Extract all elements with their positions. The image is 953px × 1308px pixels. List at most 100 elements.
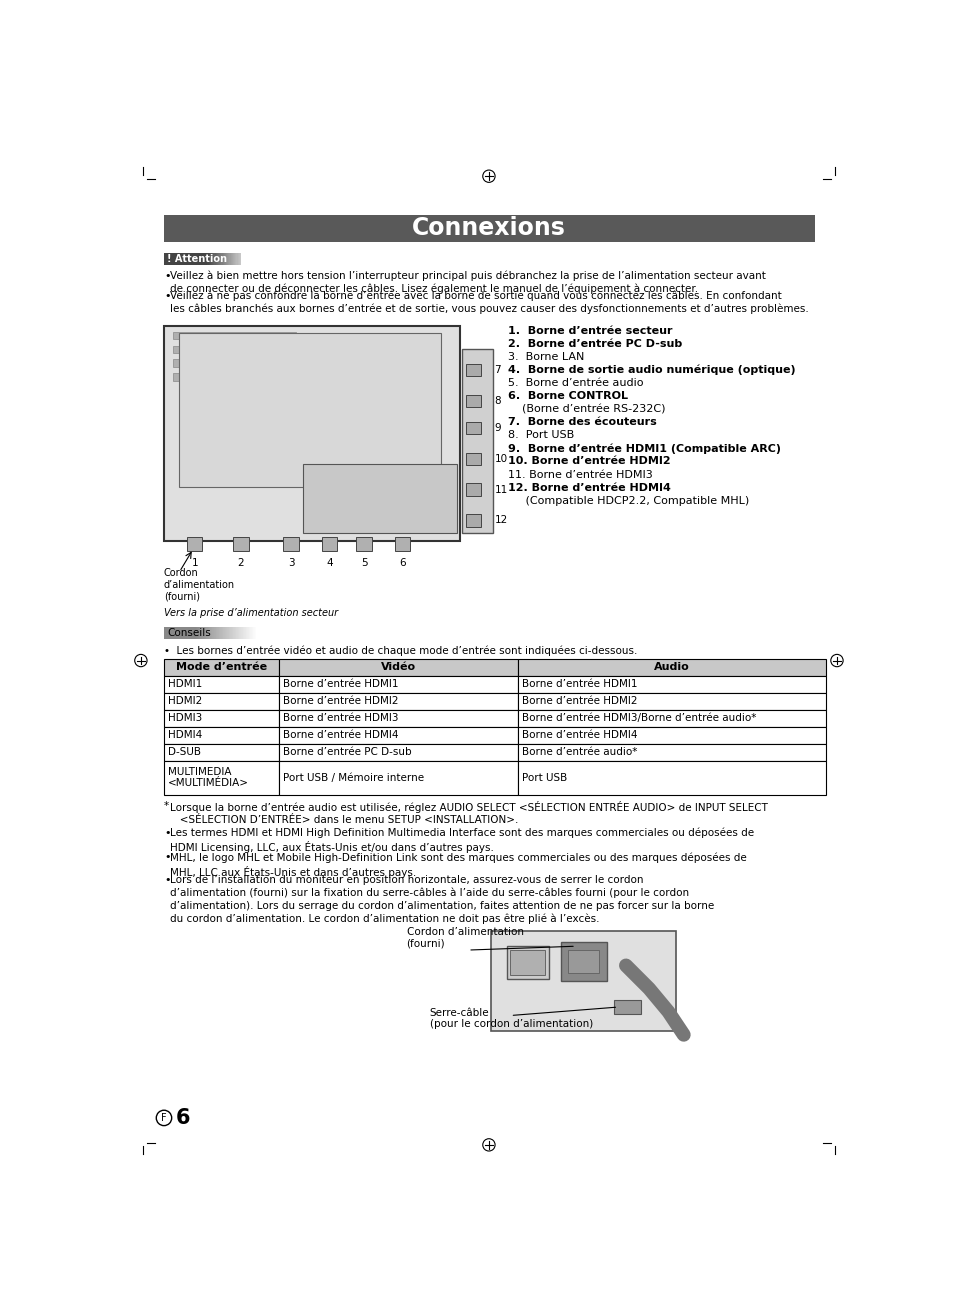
Text: •  Les bornes d’entrée vidéo et audio de chaque mode d’entrée sont indiquées ci-: • Les bornes d’entrée vidéo et audio de … xyxy=(164,645,637,655)
Text: Borne d’entrée HDMI4: Borne d’entrée HDMI4 xyxy=(283,730,398,740)
Bar xyxy=(213,254,214,264)
Bar xyxy=(465,395,480,407)
Text: MULTIMEDIA
<MULTIMÉDIA>: MULTIMEDIA <MULTIMÉDIA> xyxy=(168,766,249,789)
Text: Borne d’entrée HDMI2: Borne d’entrée HDMI2 xyxy=(521,696,637,706)
Bar xyxy=(517,761,825,794)
Bar xyxy=(614,1001,640,1014)
Bar xyxy=(517,727,825,744)
Bar xyxy=(216,254,217,264)
Text: 6: 6 xyxy=(399,559,406,568)
Text: •: • xyxy=(164,271,171,281)
Bar xyxy=(517,659,825,676)
Text: F: F xyxy=(161,1113,167,1124)
Bar xyxy=(221,254,222,264)
Bar xyxy=(164,744,279,761)
Text: Borne d’entrée HDMI1: Borne d’entrée HDMI1 xyxy=(521,679,637,689)
Text: Borne d’entrée HDMI1: Borne d’entrée HDMI1 xyxy=(283,679,398,689)
Text: 12: 12 xyxy=(494,515,507,526)
Bar xyxy=(279,761,517,794)
Text: 9.  Borne d’entrée HDMI1 (Compatible ARC): 9. Borne d’entrée HDMI1 (Compatible ARC) xyxy=(508,443,781,454)
Text: Veillez à bien mettre hors tension l’interrupteur principal puis débranchez la p: Veillez à bien mettre hors tension l’int… xyxy=(170,271,765,294)
Bar xyxy=(210,254,211,264)
Bar xyxy=(465,364,480,377)
Bar xyxy=(164,693,279,710)
Text: 8: 8 xyxy=(494,396,500,405)
Text: Connexions: Connexions xyxy=(412,216,566,241)
Bar xyxy=(211,254,212,264)
Bar xyxy=(225,254,226,264)
Text: Veillez à ne pas confondre la borne d’entrée avec la borne de sortie quand vous : Veillez à ne pas confondre la borne d’en… xyxy=(170,290,808,314)
Bar xyxy=(164,628,194,640)
Bar xyxy=(173,373,296,381)
Text: ! Attention: ! Attention xyxy=(167,254,227,264)
Bar xyxy=(228,254,229,264)
Text: HDMI3: HDMI3 xyxy=(168,713,202,723)
Text: 1: 1 xyxy=(192,559,198,568)
Text: Borne d’entrée HDMI2: Borne d’entrée HDMI2 xyxy=(283,696,398,706)
Bar xyxy=(227,254,228,264)
Bar xyxy=(506,946,548,978)
Bar xyxy=(239,254,241,264)
Text: •: • xyxy=(164,828,171,837)
Bar xyxy=(223,254,225,264)
Bar xyxy=(164,676,279,693)
Text: 11: 11 xyxy=(494,484,507,494)
Text: D-SUB: D-SUB xyxy=(168,747,201,757)
Bar xyxy=(164,326,460,542)
Text: Borne d’entrée HDMI3/Borne d’entrée audio*: Borne d’entrée HDMI3/Borne d’entrée audi… xyxy=(521,713,756,723)
Text: 5.  Borne d’entrée audio: 5. Borne d’entrée audio xyxy=(508,378,643,388)
Text: 5: 5 xyxy=(360,559,367,568)
Text: 1.  Borne d’entrée secteur: 1. Borne d’entrée secteur xyxy=(508,326,672,336)
Bar xyxy=(560,942,606,981)
Text: 2: 2 xyxy=(237,559,244,568)
Text: (Compatible HDCP2.2, Compatible MHL): (Compatible HDCP2.2, Compatible MHL) xyxy=(508,496,749,506)
Text: Lorsque la borne d’entrée audio est utilisée, réglez AUDIO SELECT <SÉLECTION ENT: Lorsque la borne d’entrée audio est util… xyxy=(170,800,767,825)
Bar xyxy=(510,950,544,974)
Bar xyxy=(209,254,210,264)
Bar xyxy=(517,676,825,693)
Bar xyxy=(212,254,213,264)
Bar xyxy=(220,254,221,264)
Text: 6.  Borne CONTROL: 6. Borne CONTROL xyxy=(508,391,627,402)
Text: •: • xyxy=(164,853,171,862)
Bar xyxy=(231,254,232,264)
Bar xyxy=(283,538,298,551)
Bar xyxy=(238,254,239,264)
Text: 8.  Port USB: 8. Port USB xyxy=(508,430,574,441)
Text: •: • xyxy=(164,290,171,301)
Text: Vidéo: Vidéo xyxy=(381,662,416,672)
Text: 7: 7 xyxy=(494,365,500,375)
Bar xyxy=(164,727,279,744)
Bar xyxy=(237,254,238,264)
Text: 4.  Borne de sortie audio numérique (optique): 4. Borne de sortie audio numérique (opti… xyxy=(508,365,795,375)
Bar xyxy=(233,254,235,264)
Bar xyxy=(279,744,517,761)
Bar xyxy=(491,931,676,1031)
Bar xyxy=(222,254,223,264)
Text: HDMI4: HDMI4 xyxy=(168,730,202,740)
Bar xyxy=(164,710,279,727)
Text: 3.  Borne LAN: 3. Borne LAN xyxy=(508,352,584,362)
Text: Audio: Audio xyxy=(654,662,689,672)
Text: Borne d’entrée PC D-sub: Borne d’entrée PC D-sub xyxy=(283,747,412,757)
Bar xyxy=(321,538,336,551)
Bar xyxy=(219,254,220,264)
Bar xyxy=(356,538,372,551)
Text: 9: 9 xyxy=(494,422,500,433)
Bar xyxy=(517,693,825,710)
Bar xyxy=(302,464,456,534)
Bar xyxy=(568,950,598,973)
Bar xyxy=(465,453,480,464)
Text: (Borne d’entrée RS-232C): (Borne d’entrée RS-232C) xyxy=(508,404,665,415)
Text: MHL, le logo MHL et Mobile High-Definition Link sont des marques commerciales ou: MHL, le logo MHL et Mobile High-Definiti… xyxy=(170,853,746,878)
Bar xyxy=(217,254,219,264)
Bar xyxy=(214,254,215,264)
Bar xyxy=(232,254,233,264)
Bar xyxy=(187,538,202,551)
Bar xyxy=(465,514,480,527)
Bar xyxy=(465,422,480,434)
Bar xyxy=(173,345,296,353)
Text: HDMI2: HDMI2 xyxy=(168,696,202,706)
Text: 12. Borne d’entrée HDMI4: 12. Borne d’entrée HDMI4 xyxy=(508,483,670,493)
Text: 2.  Borne d’entrée PC D-sub: 2. Borne d’entrée PC D-sub xyxy=(508,339,681,349)
